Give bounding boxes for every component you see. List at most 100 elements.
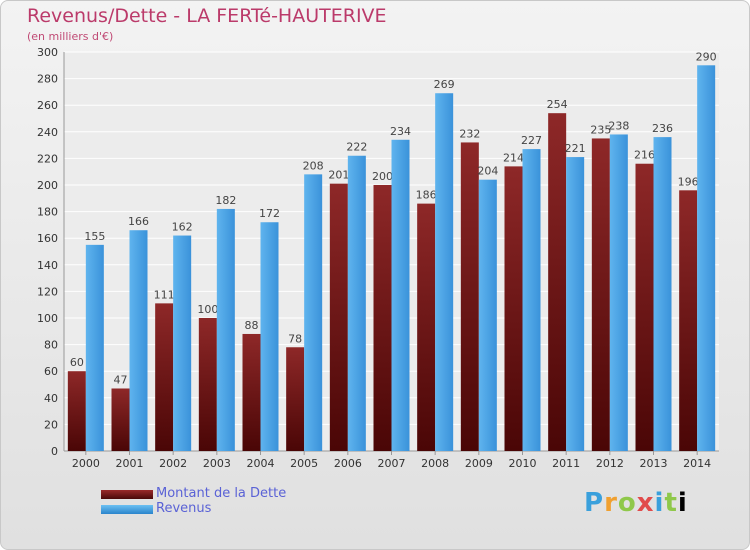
bar-revenus — [566, 157, 585, 451]
bar-dette — [329, 183, 348, 452]
value-label-dette: 100 — [197, 303, 218, 316]
bar-revenus — [304, 174, 323, 452]
value-label-revenus: 172 — [259, 207, 280, 220]
bar-dette — [373, 185, 392, 451]
value-label-dette: 88 — [245, 319, 259, 332]
value-label-revenus: 234 — [390, 125, 411, 138]
bar-revenus — [435, 93, 454, 451]
bar-revenus — [260, 222, 279, 451]
value-label-dette: 201 — [328, 169, 349, 182]
y-tick-label: 20 — [44, 418, 58, 431]
y-tick-label: 80 — [44, 339, 58, 352]
value-label-revenus: 236 — [652, 122, 673, 135]
bar-dette — [286, 347, 305, 451]
legend-label-revenus: Revenus — [156, 501, 212, 516]
value-label-revenus: 222 — [346, 141, 367, 154]
bar-revenus — [522, 149, 541, 451]
bar-revenus — [653, 137, 672, 451]
bar-revenus — [697, 65, 716, 452]
x-tick-label: 2013 — [640, 457, 668, 470]
value-label-revenus: 238 — [608, 119, 629, 132]
x-tick-label: 2006 — [334, 457, 362, 470]
bar-revenus — [173, 235, 192, 451]
bar-dette — [591, 138, 610, 451]
legend-label-dette: Montant de la Dette — [156, 486, 287, 501]
x-tick-label: 2008 — [421, 457, 449, 470]
value-label-revenus: 162 — [172, 221, 193, 234]
bar-revenus — [216, 208, 235, 451]
value-label-dette: 47 — [114, 373, 128, 386]
value-label-revenus: 221 — [565, 142, 586, 155]
bar-dette — [67, 371, 86, 451]
bar-dette — [155, 303, 174, 451]
y-tick-label: 280 — [37, 73, 58, 86]
value-label-revenus: 166 — [128, 215, 149, 228]
y-tick-label: 60 — [44, 365, 58, 378]
x-tick-label: 2004 — [247, 457, 275, 470]
bar-dette — [548, 113, 567, 452]
value-label-dette: 196 — [678, 175, 699, 188]
y-tick-label: 40 — [44, 392, 58, 405]
value-label-dette: 214 — [503, 151, 524, 164]
value-label-revenus: 290 — [696, 50, 717, 63]
x-tick-label: 2012 — [596, 457, 624, 470]
value-label-revenus: 208 — [303, 159, 324, 172]
bar-revenus — [609, 134, 628, 451]
x-tick-label: 2001 — [116, 457, 144, 470]
legend-swatch-dette — [101, 490, 153, 499]
y-tick-label: 300 — [37, 46, 58, 59]
value-label-dette: 200 — [372, 170, 393, 183]
legend-swatch-revenus — [101, 505, 153, 514]
value-label-dette: 235 — [590, 123, 611, 136]
x-tick-label: 2010 — [509, 457, 537, 470]
bar-dette — [504, 166, 523, 451]
bar-dette — [460, 142, 479, 451]
value-label-revenus: 204 — [477, 165, 498, 178]
x-tick-label: 2007 — [378, 457, 406, 470]
y-tick-label: 100 — [37, 312, 58, 325]
bar-dette — [198, 318, 217, 451]
value-label-dette: 232 — [459, 127, 480, 140]
bar-dette — [417, 203, 436, 451]
x-tick-label: 2011 — [552, 457, 580, 470]
value-label-dette: 60 — [70, 356, 84, 369]
value-label-dette: 216 — [634, 149, 655, 162]
x-tick-label: 2000 — [72, 457, 100, 470]
value-label-revenus: 182 — [215, 194, 236, 207]
x-tick-label: 2003 — [203, 457, 231, 470]
value-label-revenus: 155 — [84, 230, 105, 243]
value-label-revenus: 227 — [521, 134, 542, 147]
y-tick-label: 260 — [37, 99, 58, 112]
chart-title: Revenus/Dette - LA FERTé-HAUTERIVE — [27, 5, 387, 27]
value-label-dette: 254 — [547, 98, 568, 111]
value-label-revenus: 269 — [434, 78, 455, 91]
y-tick-label: 140 — [37, 259, 58, 272]
value-label-dette: 186 — [416, 189, 437, 202]
bar-revenus — [478, 179, 497, 451]
y-tick-label: 200 — [37, 179, 58, 192]
x-tick-label: 2005 — [290, 457, 318, 470]
y-tick-label: 240 — [37, 126, 58, 139]
bar-revenus — [391, 139, 410, 451]
bar-revenus — [85, 244, 104, 451]
bar-dette — [635, 163, 654, 451]
bar-revenus — [129, 230, 148, 451]
bar-revenus — [347, 155, 366, 452]
x-tick-label: 2002 — [159, 457, 187, 470]
y-tick-label: 120 — [37, 285, 58, 298]
y-tick-label: 220 — [37, 152, 58, 165]
bar-dette — [111, 388, 130, 451]
bar-dette — [679, 190, 698, 451]
y-tick-label: 160 — [37, 232, 58, 245]
x-tick-label: 2014 — [683, 457, 711, 470]
chart-subtitle: (en milliers d'€) — [27, 30, 114, 43]
x-tick-label: 2009 — [465, 457, 493, 470]
y-tick-label: 0 — [51, 445, 58, 458]
bar-dette — [242, 333, 261, 451]
y-tick-label: 180 — [37, 206, 58, 219]
value-label-dette: 111 — [154, 288, 175, 301]
proxiti-logo: Proxiti — [584, 488, 688, 518]
value-label-dette: 78 — [288, 332, 302, 345]
